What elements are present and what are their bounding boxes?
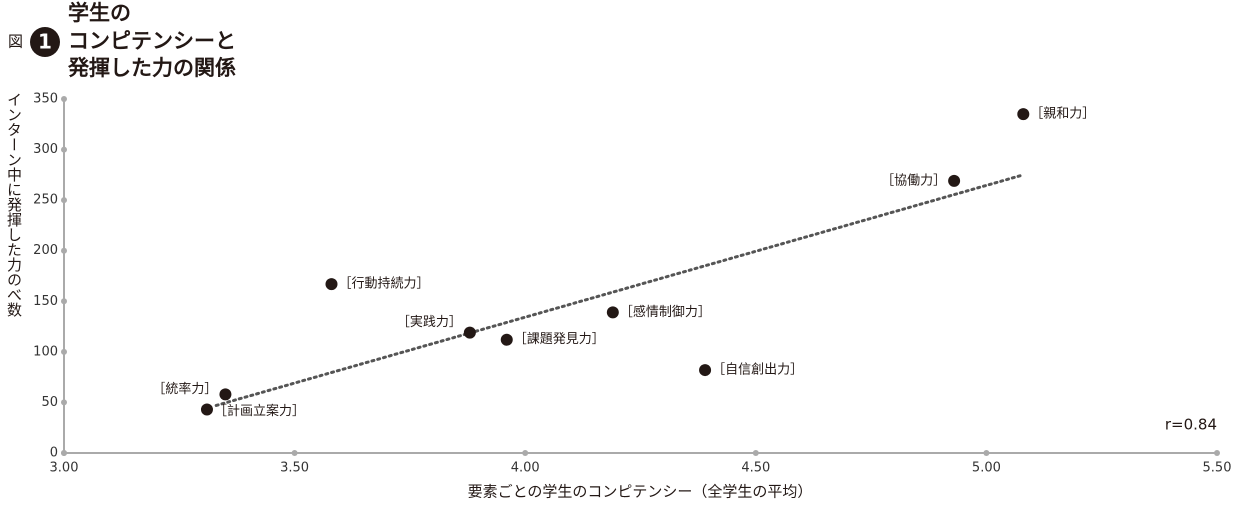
point-label: ［行動持続力］: [338, 277, 429, 292]
y-tick: [61, 348, 67, 355]
point-label: ［計画立案力］: [214, 403, 305, 419]
x-tick: [291, 450, 298, 456]
y-tick-label: 150: [33, 294, 58, 309]
point: [1017, 108, 1030, 121]
point: [463, 326, 476, 339]
x-tick-label: 5.50: [1203, 461, 1232, 476]
point: [200, 403, 213, 416]
y-tick-label: 0: [50, 446, 58, 461]
y-tick-label: 350: [33, 92, 58, 107]
point: [606, 306, 619, 319]
y-tick-label: 100: [33, 344, 58, 359]
x-tick-label: 3.00: [50, 461, 79, 476]
x-tick-label: 3.50: [280, 461, 309, 476]
y-tick-label: 50: [41, 395, 58, 410]
point-label: ［感情制御力］: [620, 304, 711, 320]
x-tick-label: 4.00: [511, 461, 540, 476]
x-tick: [983, 450, 990, 456]
x-tick: [61, 450, 67, 456]
y-tick: [61, 247, 67, 254]
x-tick-label: 4.50: [741, 461, 770, 476]
title-line: 発揮した力の関係: [67, 56, 236, 80]
point: [219, 388, 232, 401]
figure-label: 図: [8, 33, 23, 51]
point-label: ［課題発見力］: [514, 331, 605, 347]
x-tick-label: 5.00: [972, 461, 1001, 476]
y-tick-label: 250: [33, 193, 58, 208]
figure-number: 1: [38, 30, 52, 54]
point: [699, 364, 712, 377]
point: [325, 278, 338, 291]
y-tick: [61, 146, 67, 153]
title-line: コンピテンシーと: [68, 29, 236, 53]
y-axis-label: インターン中に発揮した力のべ数: [5, 92, 23, 317]
point-label: ［親和力］: [1030, 107, 1095, 122]
point-label: ［実践力］: [397, 314, 462, 330]
point-label: ［協働力］: [881, 173, 946, 188]
annotation: r=0.84: [1165, 416, 1217, 434]
x-tick: [752, 450, 759, 456]
trend-line: [214, 173, 1025, 407]
y-tick: [61, 197, 67, 204]
badge: [30, 27, 60, 57]
point-label: ［統率力］: [152, 381, 217, 397]
x-tick: [1214, 450, 1220, 456]
x-tick: [522, 450, 529, 456]
point: [500, 333, 513, 346]
title-line: 学生の: [68, 1, 131, 25]
y-tick: [61, 399, 67, 406]
y-tick-label: 300: [33, 142, 58, 157]
y-tick: [61, 298, 67, 305]
x-axis-label: 要素ごとの学生のコンピテンシー（全学生の平均）: [468, 483, 813, 501]
y-tick: [61, 96, 67, 102]
y-tick-label: 200: [33, 243, 58, 258]
point-label: ［自信創出力］: [712, 363, 803, 378]
point: [948, 174, 961, 187]
